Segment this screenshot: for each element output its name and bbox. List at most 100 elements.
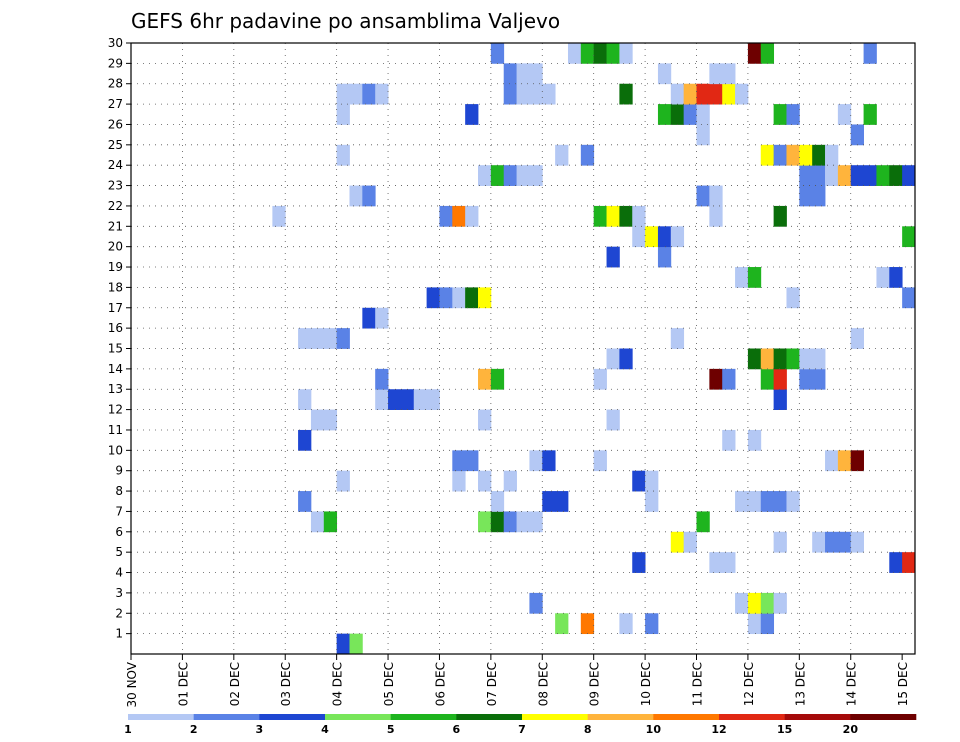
heatmap-cell [837,165,852,186]
grid-lines [131,43,915,654]
y-tick-label: 2 [115,606,123,620]
heatmap-cell [375,83,389,105]
heatmap-cell [478,470,492,492]
y-tick-label: 1 [115,627,123,641]
y-tick-label: 11 [108,423,123,437]
heatmap-cell [593,43,607,64]
heatmap-cell [542,83,556,105]
x-tick-label: 30 NOV [125,661,139,707]
heatmap-cell [709,552,723,573]
y-tick-label: 7 [115,504,123,518]
heatmap-cell [902,287,916,309]
heatmap-cell [812,348,826,370]
heatmap-cell [503,63,517,85]
heatmap-cell [760,491,775,512]
x-axis: 30 NOV 01 DEC 02 DEC 03 DEC 04 DEC 05 DEC 06 D… [125,654,910,708]
x-tick-label: 08 DEC [536,662,550,706]
x-tick-label: 13 DEC [793,662,807,706]
heatmap-cell [619,205,633,227]
heatmap-cell [465,287,479,309]
heatmap-cell [760,368,775,390]
heatmap-cell [786,104,800,125]
y-tick-label: 20 [108,240,123,254]
heatmap-cell [400,389,415,410]
heatmap-cell [632,205,646,227]
heatmap-cell [580,43,595,64]
heatmap-cell [876,165,890,186]
heatmap-cell [580,144,595,166]
heatmap-cell [786,348,800,370]
heatmap-cell [773,368,787,390]
x-tick-label: 11 DEC [691,662,705,706]
heatmap-cell [439,205,453,227]
heatmap-cell [747,43,762,64]
heatmap-cell [310,409,325,431]
heatmap-cell [747,429,762,451]
heatmap-cell [298,491,312,512]
heatmap-cell [606,205,620,227]
heatmap-cell [812,368,826,390]
heatmap-cell [375,368,389,390]
heatmap-cell [825,144,839,166]
heatmap-cell [362,185,376,207]
heatmap-cell [503,511,517,533]
heatmap-cell [657,246,672,268]
heatmap-cell [812,531,826,553]
heatmap-cell [696,511,710,533]
heatmap-cell [773,205,787,227]
heatmap-cell [760,43,775,64]
heatmap-cell [478,409,492,431]
x-tick-label: 02 DEC [228,662,242,706]
heatmap-cell [786,491,800,512]
y-tick-label: 15 [108,342,123,356]
heatmap-cell [632,226,646,248]
heatmap-cell [696,83,710,105]
colorbar-segment [128,714,194,720]
heatmap-cell [825,450,839,472]
y-tick-label: 28 [108,77,123,91]
heatmap-cell [902,552,916,573]
colorbar-segment [587,714,654,720]
heatmap-cell [773,389,787,410]
heatmap-cell [465,104,479,125]
heatmap-cell [683,531,697,553]
heatmap-cell [529,450,543,472]
heatmap-cell [747,348,762,370]
colorbar-label: 10 [646,723,662,736]
heatmap-cells [272,43,916,655]
x-tick-label: 07 DEC [485,662,499,706]
heatmap-cell [439,287,453,309]
x-tick-label: 14 DEC [845,662,859,706]
heatmap-cell [323,409,338,431]
heatmap-cell [542,450,556,472]
x-tick-label: 05 DEC [382,662,396,706]
y-tick-label: 18 [108,280,123,294]
heatmap-cell [722,83,736,105]
colorbar-label: 1 [124,723,132,736]
heatmap-cell [362,307,376,329]
colorbar-segment [390,714,457,720]
heatmap-cell [593,368,607,390]
heatmap-cell [606,348,620,370]
heatmap-cell [799,348,813,370]
heatmap-cell [902,226,916,248]
heatmap-cell [670,226,685,248]
heatmap-cell [516,165,530,186]
heatmap-cell [747,592,762,614]
heatmap-cell [426,287,440,309]
colorbar-legend: 1 2 3 4 5 6 7 8 10 12 15 20 [124,714,917,736]
heatmap-cell [452,450,466,472]
heatmap-cell [555,613,569,635]
heatmap-cell [375,389,389,410]
colorbar-label: 20 [843,723,859,736]
heatmap-cell [683,104,697,125]
colorbar-label: 8 [584,723,592,736]
x-tick-label: 15 DEC [896,662,910,706]
heatmap-cell [722,552,736,573]
heatmap-cell [850,124,864,146]
colorbar-segment [719,714,785,720]
heatmap-cell [812,144,826,166]
heatmap-cell [298,328,312,349]
heatmap-cell [503,165,517,186]
heatmap-cell [593,450,607,472]
